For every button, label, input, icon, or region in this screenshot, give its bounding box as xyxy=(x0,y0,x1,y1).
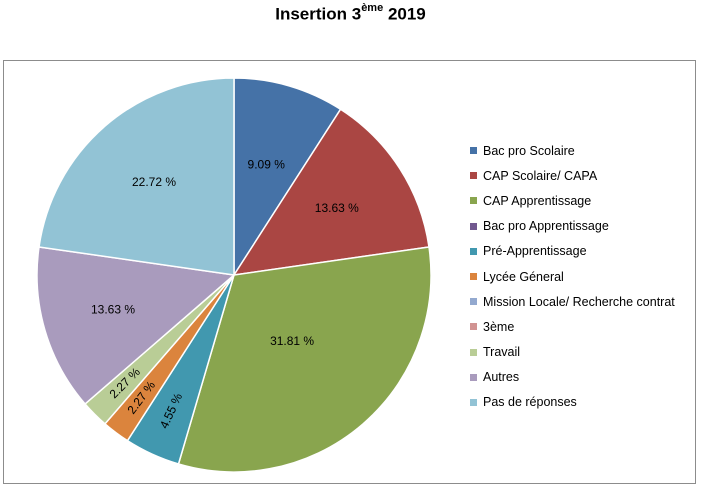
legend-swatch xyxy=(470,298,477,306)
legend-swatch xyxy=(470,273,477,281)
pie-slice xyxy=(233,77,342,278)
legend-label: Mission Locale/ Recherche contrat xyxy=(483,294,675,309)
legend-label: Pré-Apprentissage xyxy=(483,244,587,259)
legend-label: Travail xyxy=(483,345,521,360)
legend-label: Bac pro Scolaire xyxy=(483,143,575,158)
legend-item: Autres xyxy=(470,365,675,390)
slice-data-label: 9.09 % xyxy=(248,158,286,172)
pie-slice xyxy=(177,246,432,473)
legend-item: CAP Apprentissage xyxy=(470,188,675,213)
slice-data-label: 22.72 % xyxy=(132,175,176,189)
legend-item: Pas de réponses xyxy=(470,390,675,415)
legend-swatch xyxy=(470,323,477,331)
legend-label: CAP Scolaire/ CAPA xyxy=(483,168,598,183)
legend-swatch xyxy=(470,147,477,155)
legend-swatch xyxy=(470,398,477,406)
legend-label: CAP Apprentissage xyxy=(483,193,592,208)
slice-data-label: 31.81 % xyxy=(270,334,314,348)
legend-swatch xyxy=(470,373,477,381)
legend-item: Bac pro Apprentissage xyxy=(470,214,675,239)
legend-label: Lycée Géneral xyxy=(483,269,564,284)
pie-slice xyxy=(36,246,236,406)
legend-item: Pré-Apprentissage xyxy=(470,239,675,264)
legend-item: Travail xyxy=(470,340,675,365)
legend-label: Autres xyxy=(483,370,520,385)
legend-swatch xyxy=(470,197,477,205)
legend-item: CAP Scolaire/ CAPA xyxy=(470,163,675,188)
legend-label: 3ème xyxy=(483,319,515,334)
legend-swatch xyxy=(470,247,477,255)
legend-item: Bac pro Scolaire xyxy=(470,138,675,163)
slice-data-label: 13.63 % xyxy=(315,201,359,215)
chart-title: Insertion 3ème 2019 xyxy=(275,2,426,24)
legend-item: Lycée Géneral xyxy=(470,264,675,289)
pie-slice xyxy=(38,77,235,276)
pie-slice xyxy=(232,108,430,276)
legend-swatch xyxy=(470,222,477,230)
chart-legend: Bac pro Scolaire CAP Scolaire/ CAPA CAP Ap… xyxy=(470,138,675,415)
legend-label: Pas de réponses xyxy=(483,395,577,410)
legend-label: Bac pro Apprentissage xyxy=(483,219,609,234)
slice-data-label: 13.63 % xyxy=(91,303,135,317)
legend-item: Mission Locale/ Recherche contrat xyxy=(470,289,675,314)
legend-item: 3ème xyxy=(470,314,675,339)
legend-swatch xyxy=(470,172,477,180)
legend-swatch xyxy=(470,348,477,356)
